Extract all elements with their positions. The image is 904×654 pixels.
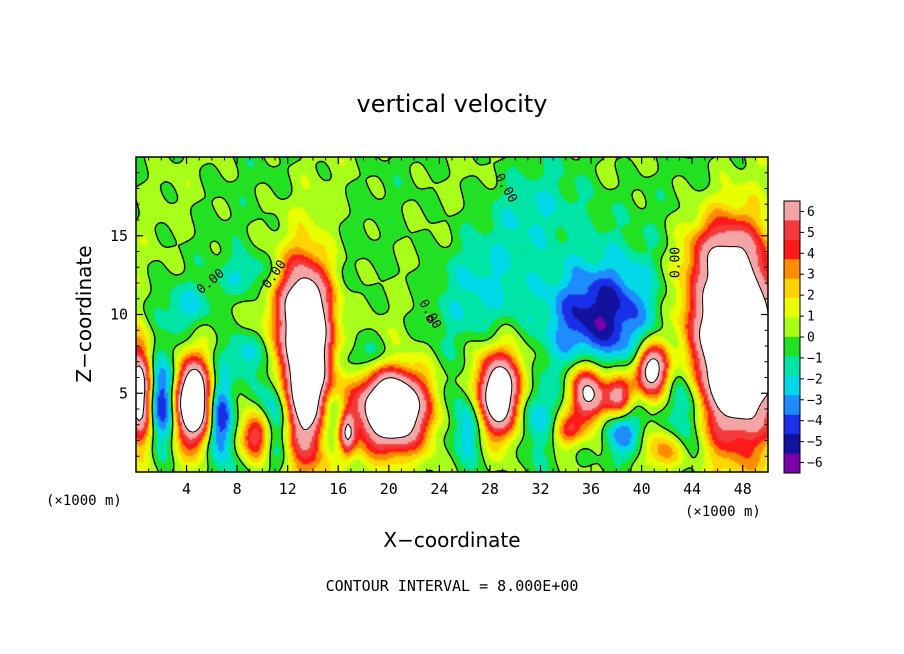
x-tick-label: 8 [233,480,242,498]
x-tick-label: 4 [182,480,191,498]
colorbar-label: 3 [807,268,815,283]
contour-line-plus-8 [136,245,768,441]
colorbar-label: −6 [807,456,823,471]
colorbar-label: −2 [807,372,823,387]
x-tick-label: 12 [279,480,297,498]
plot-area: 0.00 0.000.000.000.00 [135,156,769,473]
y-axis-label: Z−coordinate [72,245,96,382]
x-unit-right: (×1000 m) [685,504,761,520]
zero-contour-lines [136,157,768,472]
contour-interval-footer: CONTOUR INTERVAL = 8.000E+00 [326,577,579,595]
contour-line-zero [136,157,747,472]
colorbar-swatch [784,375,800,396]
x-tick-label: 36 [582,480,600,498]
colorbar-swatch [784,201,800,221]
colorbar-label: 5 [807,226,815,241]
colorbar-label: −4 [807,414,823,429]
colorbar-label: −1 [807,351,823,366]
colorbar-swatch [784,239,800,260]
colorbar-label: −3 [807,393,823,408]
colorbar-label: 6 [807,205,815,220]
colorbar-swatch [784,317,800,338]
colorbar: 6 5 4 3 2 1 0 −1 −2 −3 −4 −5 −6 [783,200,823,474]
colorbar-swatch [784,453,800,474]
colorbar-swatch [784,356,800,377]
velocity-field-image [136,157,768,472]
x-axis-label: X−coordinate [383,528,520,552]
y-tick-label: 10 [110,306,128,324]
colorbar-swatch [784,337,800,357]
y-tick-label: 5 [119,384,128,402]
x-tick-label: 20 [380,480,398,498]
x-tick-label: 44 [683,480,701,498]
colorbar-swatch [784,259,800,280]
x-tick-label: 48 [734,480,752,498]
x-tick-label: 28 [481,480,499,498]
colorbar-label: −5 [807,435,823,450]
colorbar-swatch [784,414,800,435]
x-axis-ticks: 4 8 12 16 20 24 28 32 36 40 44 48 [148,157,756,498]
x-tick-label: 16 [329,480,347,498]
x-tick-label: 32 [531,480,549,498]
x-tick-label: 24 [430,480,448,498]
chart-title: vertical velocity [357,90,548,118]
colorbar-label: 4 [807,247,815,262]
colorbar-swatch [784,395,800,416]
y-tick-label: 15 [110,227,128,245]
colorbar-swatch [784,278,800,299]
colorbar-label: 1 [807,310,815,325]
x-unit-left: (×1000 m) [46,493,122,509]
x-tick-label: 40 [633,480,651,498]
colorbar-swatch [784,434,800,454]
colorbar-swatch [784,220,800,241]
y-axis-ticks: 5 10 15 [110,172,768,457]
contour-label: 0.00 [669,247,684,278]
colorbar-label: 0 [807,331,815,346]
colorbar-swatch [784,298,800,318]
colorbar-label: 2 [807,289,815,304]
